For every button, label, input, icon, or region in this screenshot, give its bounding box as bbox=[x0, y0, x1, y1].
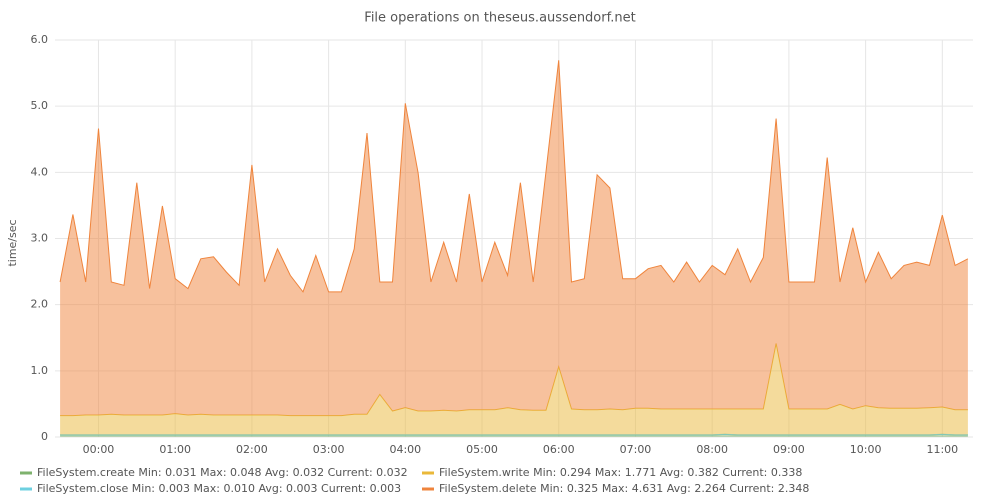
legend-stat-value: 0.032 bbox=[376, 466, 408, 479]
legend-stat-label: Max: bbox=[602, 482, 628, 495]
legend-stat-value: 0.032 bbox=[293, 466, 325, 479]
series-area bbox=[60, 60, 968, 416]
legend-stat-label: Min: bbox=[138, 466, 161, 479]
x-tick-label: 09:00 bbox=[773, 443, 805, 456]
legend-stat-label: Max: bbox=[194, 482, 220, 495]
x-tick-label: 06:00 bbox=[543, 443, 575, 456]
x-tick-label: 00:00 bbox=[83, 443, 115, 456]
legend-entry: FileSystem.close Min: 0.003 Max: 0.010 A… bbox=[37, 482, 401, 495]
legend-entry: FileSystem.delete Min: 0.325 Max: 4.631 … bbox=[439, 482, 809, 495]
legend-stat-value: 2.348 bbox=[778, 482, 810, 495]
legend-label: FileSystem.delete bbox=[439, 482, 537, 495]
y-tick-label: 4.0 bbox=[31, 165, 49, 178]
y-tick-label: 3.0 bbox=[31, 232, 49, 245]
legend-stat-value: 0.010 bbox=[223, 482, 255, 495]
legend-stat-label: Min: bbox=[540, 482, 563, 495]
x-tick-label: 05:00 bbox=[466, 443, 498, 456]
legend-stat-label: Avg: bbox=[660, 466, 684, 479]
chart-title: File operations on theseus.aussendorf.ne… bbox=[364, 11, 635, 26]
x-tick-label: 08:00 bbox=[696, 443, 728, 456]
legend-stat-value: 0.003 bbox=[286, 482, 318, 495]
legend-stat-value: 0.031 bbox=[165, 466, 197, 479]
legend-stat-value: 0.003 bbox=[159, 482, 191, 495]
legend-stat-value: 4.631 bbox=[632, 482, 664, 495]
x-tick-label: 02:00 bbox=[236, 443, 268, 456]
legend-label: FileSystem.write bbox=[439, 466, 530, 479]
y-tick-label: 1.0 bbox=[31, 364, 49, 377]
x-tick-label: 04:00 bbox=[389, 443, 421, 456]
legend-entry: FileSystem.write Min: 0.294 Max: 1.771 A… bbox=[439, 466, 802, 479]
x-tick-label: 11:00 bbox=[926, 443, 958, 456]
legend-stat-value: 0.325 bbox=[567, 482, 599, 495]
y-tick-label: 6.0 bbox=[31, 33, 49, 46]
legend-stat-label: Avg: bbox=[667, 482, 691, 495]
legend-stat-label: Avg: bbox=[265, 466, 289, 479]
legend-stat-value: 2.264 bbox=[694, 482, 726, 495]
legend-stat-value: 0.003 bbox=[370, 482, 402, 495]
legend: FileSystem.create Min: 0.031 Max: 0.048 … bbox=[20, 466, 809, 495]
x-tick-label: 03:00 bbox=[313, 443, 345, 456]
x-tick-label: 07:00 bbox=[620, 443, 652, 456]
legend-stat-label: Avg: bbox=[258, 482, 282, 495]
legend-stat-value: 0.294 bbox=[560, 466, 592, 479]
legend-stat-label: Current: bbox=[729, 482, 774, 495]
legend-stat-label: Min: bbox=[533, 466, 556, 479]
y-tick-label: 5.0 bbox=[31, 99, 49, 112]
legend-label: FileSystem.close bbox=[37, 482, 128, 495]
legend-stat-label: Current: bbox=[328, 466, 373, 479]
plot bbox=[59, 60, 969, 437]
y-tick-label: 2.0 bbox=[31, 298, 49, 311]
legend-stat-label: Current: bbox=[321, 482, 366, 495]
legend-stat-value: 0.048 bbox=[230, 466, 262, 479]
legend-stat-value: 0.338 bbox=[771, 466, 803, 479]
legend-entry: FileSystem.create Min: 0.031 Max: 0.048 … bbox=[37, 466, 408, 479]
legend-stat-label: Current: bbox=[722, 466, 767, 479]
y-axis-label: time/sec bbox=[6, 219, 19, 266]
legend-stat-label: Max: bbox=[200, 466, 226, 479]
series-line bbox=[59, 60, 969, 293]
legend-stat-value: 0.382 bbox=[687, 466, 719, 479]
x-tick-label: 10:00 bbox=[850, 443, 882, 456]
legend-stat-label: Min: bbox=[132, 482, 155, 495]
legend-label: FileSystem.create bbox=[37, 466, 135, 479]
series-area bbox=[60, 343, 968, 435]
y-tick-label: 0 bbox=[41, 430, 48, 443]
legend-stat-label: Max: bbox=[595, 466, 621, 479]
legend-stat-value: 1.771 bbox=[625, 466, 657, 479]
x-tick-label: 01:00 bbox=[159, 443, 191, 456]
